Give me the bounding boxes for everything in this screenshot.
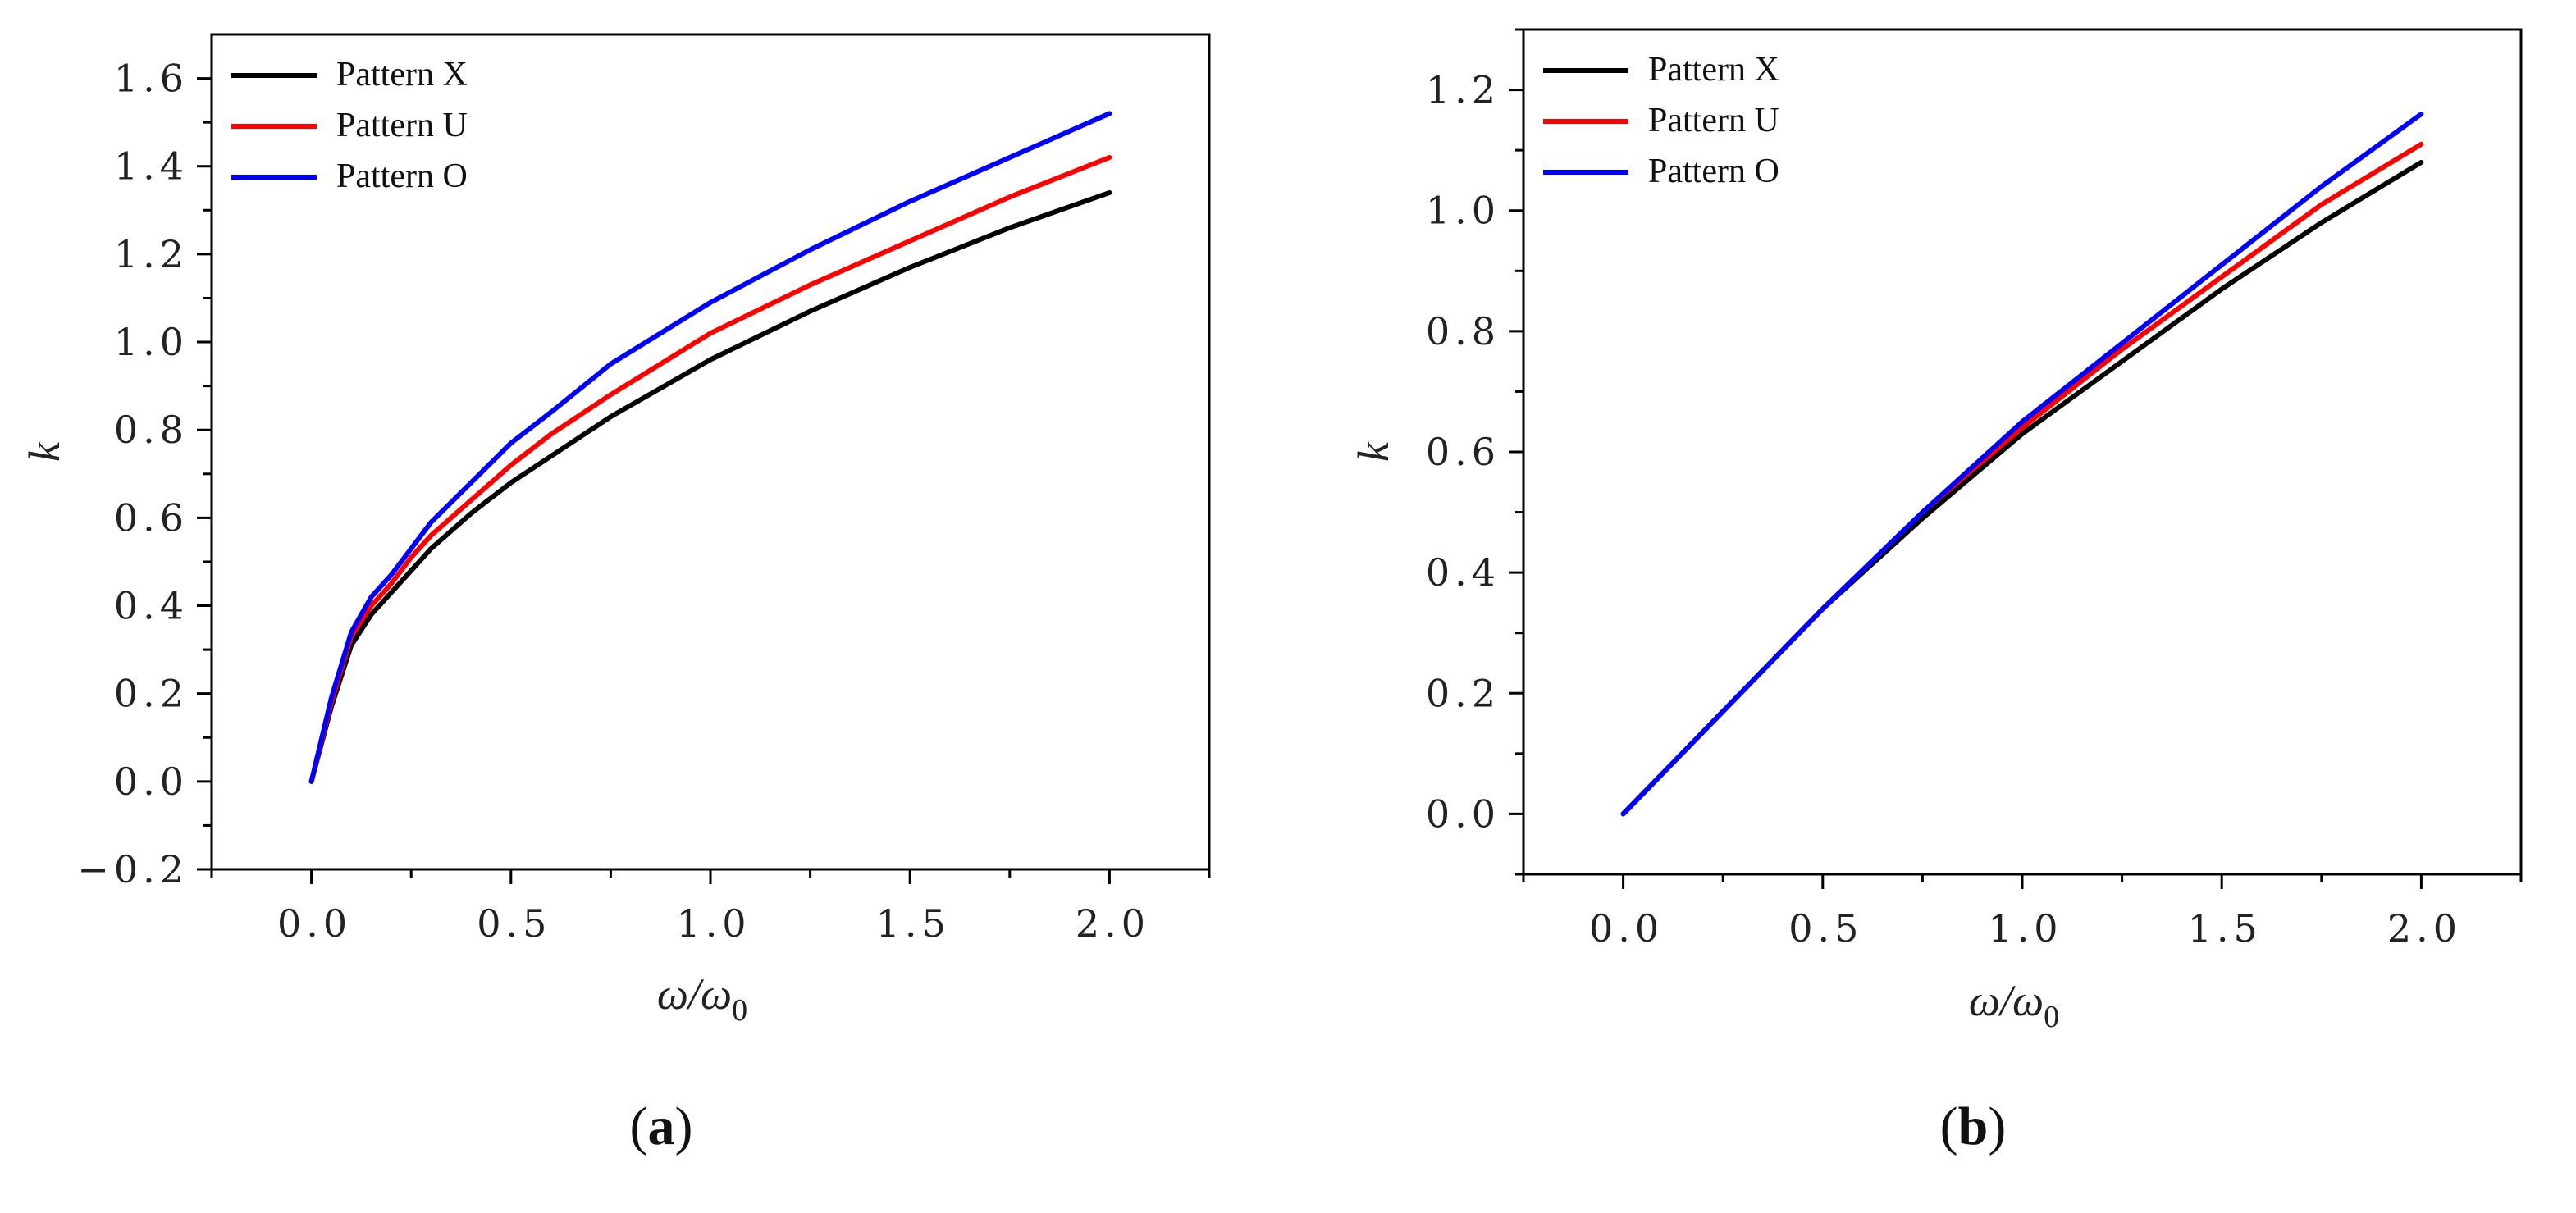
chart-a-ytick-label: 0.4 [114,584,189,628]
chart-a-ytick-label: 0.8 [114,408,189,452]
chart-a-xtick-label: 0.5 [477,901,551,946]
chart-a-xtick-label: 1.0 [676,901,751,946]
chart-b-xtick-label: 1.5 [2188,906,2263,951]
chart-b-xtick-label: 2.0 [2387,906,2462,951]
chart-panel-a: −0.2 0.0 0.2 0.4 0.6 0.8 1.0 1.2 1.4 1.6 0.0 0.5 1.0… [20,33,1211,1156]
chart-panel-b: 0.0 0.2 0.4 0.6 0.8 1.0 1.2 0.0 0.5 1.0 1.5 2.0 Patt… [1288,0,2576,1213]
chart-a-ytick-label: 1.0 [114,320,189,364]
chart-a-xlabel-subscript: 0 [732,993,747,1028]
chart-a-ytick-label: 0.2 [114,672,189,716]
chart-b-ytick-label: 1.2 [1426,68,1500,112]
chart-a-panel-label: (a) [630,1097,693,1156]
chart-b-ytick-label: 0.2 [1426,671,1500,715]
chart-b-panel-label: (b) [1940,1097,2007,1156]
chart-a-ytick-label: 0.6 [114,495,189,540]
chart-a-ytick-label: 0.0 [114,759,189,804]
chart-a-ylabel: k [20,441,69,462]
chart-a-series-line-pattern-u [308,155,1112,784]
chart-a-legend-label: Pattern O [336,157,468,195]
chart-b-ytick-label: 0.0 [1426,791,1500,836]
chart-a-ytick-label: 1.4 [114,144,189,189]
chart-a-ytick-label: −0.2 [77,847,189,892]
chart-b-panel-letter: b [1958,1097,1989,1156]
chart-b-xtick-label: 0.5 [1788,906,1863,951]
chart-b-xtick-label: 1.0 [1988,906,2062,951]
chart-b-ytick-label: 0.6 [1426,430,1500,474]
chart-b-series-line-pattern-o [1620,112,2424,817]
chart-a-svg: −0.2 0.0 0.2 0.4 0.6 0.8 1.0 1.2 1.4 1.6 0.0 0.5 1.0… [20,33,1211,1156]
chart-a-panel-letter: a [648,1097,675,1156]
chart-a-xtick-label: 1.5 [876,901,951,946]
chart-b-ytick-label: 0.4 [1426,550,1500,595]
chart-b-xlabel-subscript: 0 [2044,1000,2059,1034]
chart-b-svg: 0.0 0.2 0.4 0.6 0.8 1.0 1.2 0.0 0.5 1.0 1.5 2.0 Patt… [1349,28,2523,1156]
chart-a-ytick-label: 1.6 [114,57,189,101]
chart-a-panel-paren-close: ) [675,1097,693,1156]
chart-b-panel-paren-close: ) [1988,1097,2006,1156]
chart-b-series-line-pattern-x [1620,159,2424,817]
chart-b-legend-label: Pattern X [1648,51,1779,89]
chart-b-legend-label: Pattern U [1648,102,1779,139]
chart-b-legend-label: Pattern O [1648,153,1779,190]
chart-a-legend-label: Pattern U [336,107,468,144]
chart-b-xtick-label: 0.0 [1589,906,1664,951]
chart-a-series-line-pattern-x [308,189,1112,784]
chart-b-xlabel-main: ω/ω [1969,976,2044,1025]
chart-a-xtick-label: 0.0 [277,901,352,946]
chart-a-panel-paren-open: ( [630,1097,648,1156]
chart-b-ytick-label: 0.8 [1426,309,1500,353]
chart-b-xlabel: ω/ω0 [1969,976,2059,1034]
chart-b-series-line-pattern-u [1620,141,2424,817]
chart-a-series-line-pattern-o [308,111,1112,784]
chart-a-legend-label: Pattern X [336,56,468,93]
chart-b-ytick-label: 1.0 [1426,189,1500,233]
chart-b-panel-paren-open: ( [1940,1097,1958,1156]
chart-a-xtick-label: 2.0 [1076,901,1150,946]
chart-a-ytick-label: 1.2 [114,232,189,276]
chart-a-xlabel-main: ω/ω [657,969,732,1019]
chart-b-ylabel: k [1349,441,1398,462]
chart-a-xlabel: ω/ω0 [657,969,747,1028]
